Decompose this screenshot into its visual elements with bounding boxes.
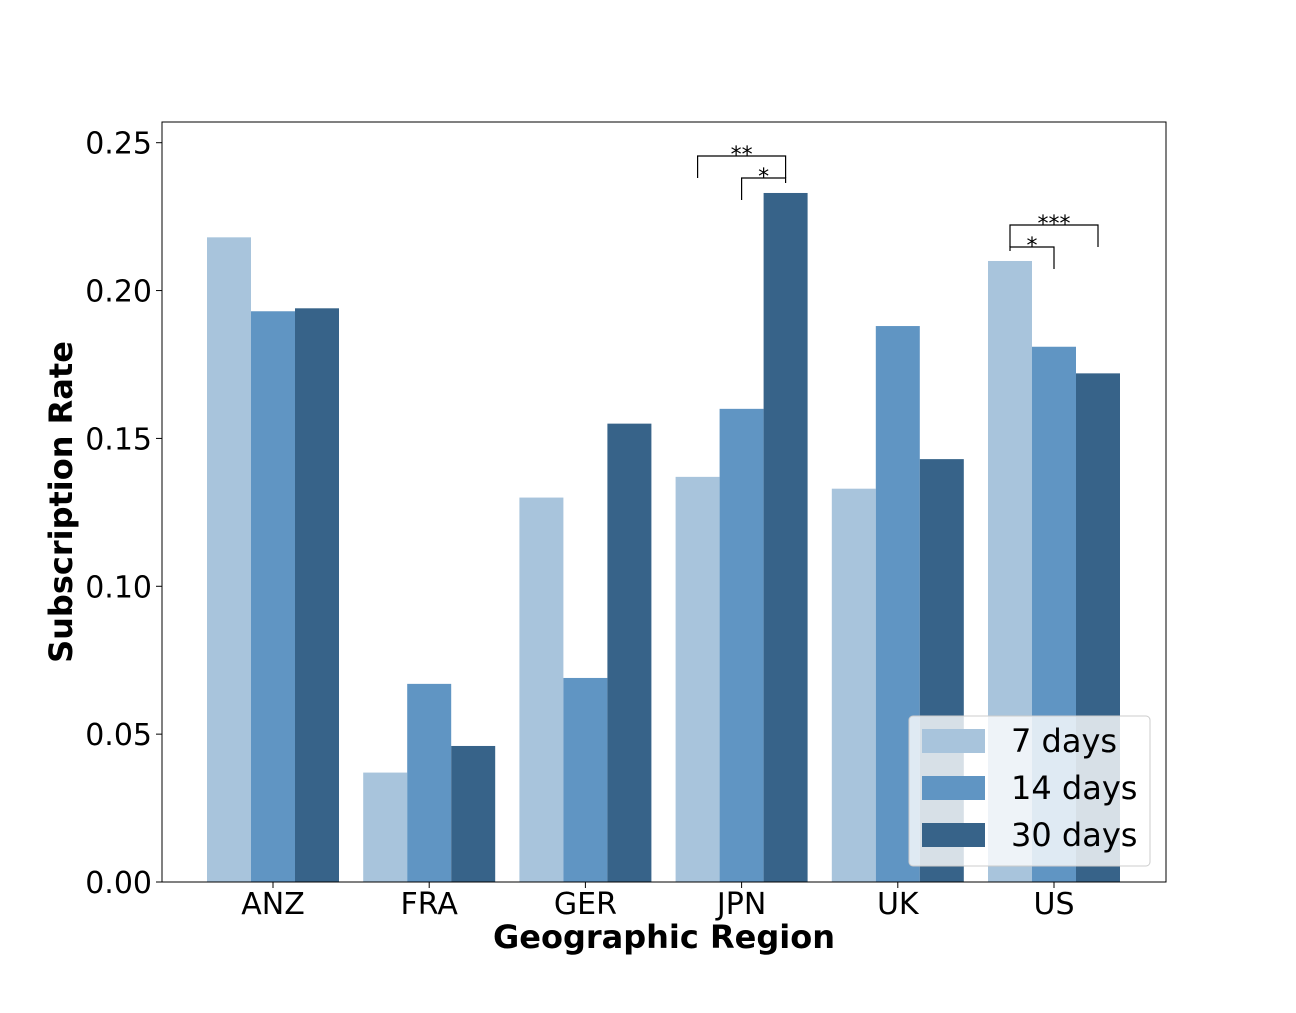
y-axis: 0.00 0.05 0.10 0.15 0.20 0.25 [85,127,162,901]
legend[interactable]: 7 days 14 days 30 days [908,715,1151,867]
significance-bracket [741,177,787,200]
legend-label: 14 days [1011,769,1137,807]
y-tick-label: 0.00 [85,866,152,901]
significance-layer: ******* [697,143,1099,269]
bar-ger-14-days [563,677,608,882]
x-axis: ANZ FRA GER JPN UK US [241,882,1075,922]
bar-ger-30-days [607,423,652,882]
significance-label: *** [1038,212,1071,237]
bar-anz-14-days [251,311,295,882]
x-tick-label: ANZ [241,887,305,922]
y-tick-label: 0.20 [85,275,152,310]
legend-label: 30 days [1011,816,1137,854]
legend-swatch [922,776,985,800]
bar-jpn-30-days [763,192,808,882]
significance-bracket [697,155,787,178]
bar-fra-7-days [363,772,408,882]
significance-label: ** [731,143,753,168]
plot-frame [161,121,1167,883]
bar-anz-7-days [207,237,251,882]
significance-label: * [758,165,769,190]
x-tick-label: JPN [715,887,766,922]
x-tick-label: FRA [400,887,458,922]
x-axis-title: Geographic Region [493,918,835,956]
bar-uk-7-days [831,488,876,882]
significance-label: * [1027,234,1038,259]
bar-fra-14-days [407,683,452,882]
bar-jpn-14-days [719,408,764,882]
significance-bracket [1009,246,1055,269]
bar-jpn-7-days [675,476,720,882]
bar-ger-7-days [519,497,564,882]
x-tick-label: US [1033,887,1074,922]
significance-bracket [1009,224,1099,247]
y-axis-title: Subscription Rate [42,341,80,663]
bar-anz-30-days [295,308,339,883]
legend-swatch [922,729,985,753]
y-tick-label: 0.25 [85,127,152,162]
legend-label: 7 days [1011,722,1117,760]
x-tick-label: GER [554,887,617,922]
y-tick-label: 0.15 [85,422,152,457]
y-tick-label: 0.10 [85,570,152,605]
bar-fra-30-days [451,745,496,882]
y-tick-label: 0.05 [85,718,152,753]
x-tick-label: UK [877,887,920,922]
legend-swatch [922,823,985,847]
